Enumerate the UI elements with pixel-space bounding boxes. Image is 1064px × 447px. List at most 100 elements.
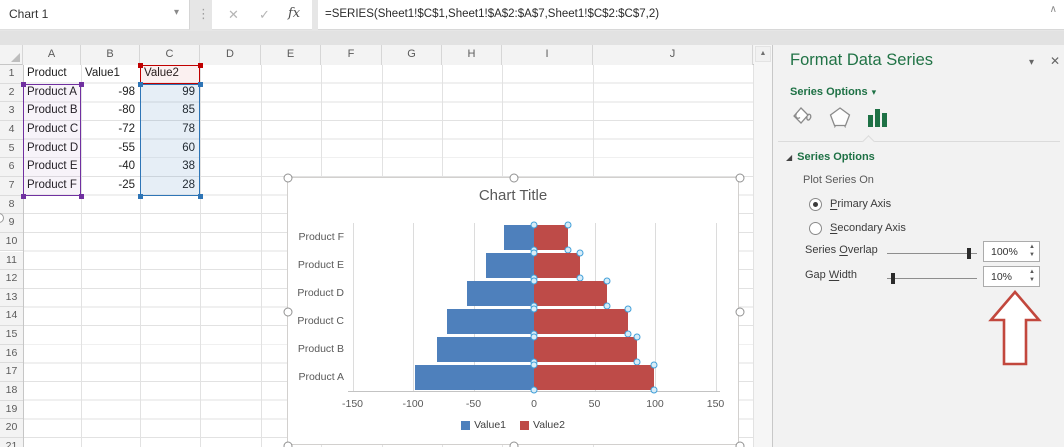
spinner[interactable]: ▲ ▼ — [1029, 268, 1035, 284]
cell-A6[interactable]: Product E — [27, 160, 78, 173]
enter-icon[interactable]: ✓ — [259, 7, 270, 22]
chart-object[interactable]: Chart Title -150 -100 -50 0 50 100 150 Product … — [283, 173, 745, 447]
cell-A4[interactable]: Product C — [27, 122, 79, 135]
cell-A3[interactable]: Product B — [27, 104, 78, 117]
range-fill-handle[interactable] — [198, 81, 203, 87]
chart-selection-handle[interactable] — [735, 307, 745, 317]
bar-value2-product-e[interactable] — [534, 252, 580, 278]
bar-value1-product-e[interactable] — [485, 252, 534, 278]
data-point-handle[interactable] — [650, 386, 658, 393]
bar-value2-product-a[interactable] — [534, 364, 654, 390]
vertical-scrollbar[interactable]: ▲ — [754, 45, 772, 447]
pane-options-dropdown-icon[interactable]: ▾ — [1029, 57, 1035, 68]
cell-B3[interactable]: -80 — [118, 104, 135, 117]
row-header-16[interactable]: 16 — [0, 344, 23, 364]
radio-button[interactable] — [809, 197, 822, 211]
cell-C1[interactable]: Value2 — [144, 67, 179, 79]
row-header-20[interactable]: 20 — [0, 419, 23, 438]
column-header-B[interactable]: B — [81, 45, 140, 65]
pane-close-icon[interactable]: ✕ — [1050, 54, 1061, 68]
range-fill-handle[interactable] — [79, 81, 84, 87]
chart-legend[interactable]: Value1 Value2 — [288, 419, 738, 431]
chart-title[interactable]: Chart Title — [478, 187, 548, 204]
data-point-handle[interactable] — [530, 361, 538, 368]
range-fill-handle[interactable] — [21, 81, 26, 87]
row-header-3[interactable]: 3 — [0, 102, 23, 121]
column-header-G[interactable]: G — [382, 45, 442, 65]
name-box-dropdown-icon[interactable]: ▾ — [173, 7, 179, 18]
radio-button[interactable] — [809, 221, 822, 235]
series-options-section-header[interactable]: ◢ Series Options — [786, 151, 875, 163]
radio-secondary-axis[interactable]: Secondary Axis — [809, 216, 906, 240]
bar-value1-product-a[interactable] — [415, 364, 534, 390]
value-input[interactable]: 10% ▲ ▼ — [983, 266, 1040, 287]
column-header-D[interactable]: D — [200, 45, 261, 65]
series-options-tab[interactable] — [864, 103, 892, 131]
cell-C2[interactable]: 99 — [182, 85, 195, 98]
chart-selection-handle[interactable] — [735, 173, 745, 183]
column-header-J[interactable]: J — [593, 45, 753, 65]
cell-B7[interactable]: -25 — [118, 178, 135, 191]
data-point-handle[interactable] — [530, 333, 538, 340]
row-header-13[interactable]: 13 — [0, 288, 23, 308]
data-point-handle[interactable] — [530, 277, 538, 284]
bar-value1-product-c[interactable] — [446, 308, 534, 334]
spin-up-icon[interactable]: ▲ — [1029, 244, 1035, 250]
range-fill-handle[interactable] — [198, 63, 203, 68]
cell-C4[interactable]: 78 — [182, 122, 195, 135]
cell-C7[interactable]: 28 — [182, 178, 195, 191]
formula-text[interactable]: =SERIES(Sheet1!$C$1,Sheet1!$A$2:$A$7,She… — [325, 8, 660, 20]
row-header-10[interactable]: 10 — [0, 232, 23, 252]
row-header-11[interactable]: 11 — [0, 251, 23, 271]
data-point-handle[interactable] — [530, 249, 538, 256]
row-header-9[interactable]: 9 — [0, 214, 23, 233]
slider-track[interactable] — [887, 273, 977, 284]
row-header-18[interactable]: 18 — [0, 382, 23, 401]
insert-function-icon[interactable]: fx — [288, 6, 301, 21]
cancel-icon[interactable]: ✕ — [228, 7, 239, 22]
range-fill-handle[interactable] — [138, 81, 143, 87]
data-point-handle[interactable] — [530, 305, 538, 312]
bar-value2-product-b[interactable] — [534, 336, 637, 362]
data-point-handle[interactable] — [564, 221, 572, 228]
chart-selection-handle[interactable] — [283, 441, 293, 447]
radio-primary-axis[interactable]: Primary Axis — [809, 192, 906, 216]
range-fill-handle[interactable] — [198, 193, 203, 199]
slider-thumb[interactable] — [891, 273, 896, 284]
bar-value1-product-f[interactable] — [503, 224, 534, 250]
bar-value2-product-d[interactable] — [534, 280, 607, 306]
row-header-4[interactable]: 4 — [0, 120, 23, 140]
column-header-A[interactable]: A — [23, 45, 81, 65]
row-header-7[interactable]: 7 — [0, 176, 23, 196]
fill-line-tab[interactable] — [788, 103, 816, 131]
effects-tab[interactable] — [826, 103, 854, 131]
spin-down-icon[interactable]: ▼ — [1029, 277, 1035, 283]
value-input[interactable]: 100% ▲ ▼ — [983, 241, 1040, 262]
range-fill-handle[interactable] — [138, 193, 143, 199]
legend-item[interactable]: Value1 — [461, 419, 506, 431]
data-point-handle[interactable] — [633, 333, 641, 340]
cell-C3[interactable]: 85 — [182, 104, 195, 117]
slider-thumb[interactable] — [966, 248, 971, 259]
chart-selection-handle[interactable] — [283, 173, 293, 183]
row-header-15[interactable]: 15 — [0, 326, 23, 345]
row-header-19[interactable]: 19 — [0, 400, 23, 420]
legend-item[interactable]: Value2 — [520, 419, 565, 431]
cell-B2[interactable]: -98 — [118, 85, 135, 98]
bar-value1-product-b[interactable] — [437, 336, 534, 362]
column-header-H[interactable]: H — [442, 45, 502, 65]
spin-up-icon[interactable]: ▲ — [1029, 269, 1035, 275]
data-point-handle[interactable] — [624, 305, 632, 312]
range-fill-handle[interactable] — [138, 63, 143, 68]
chart-selection-handle[interactable] — [735, 441, 745, 447]
column-header-F[interactable]: F — [321, 45, 382, 65]
row-header-21[interactable]: 21 — [0, 438, 23, 447]
data-point-handle[interactable] — [530, 386, 538, 393]
data-point-handle[interactable] — [530, 221, 538, 228]
cell-A5[interactable]: Product D — [27, 141, 79, 154]
select-all-button[interactable] — [0, 45, 23, 65]
cell-A1[interactable]: Product — [27, 67, 67, 79]
spinner[interactable]: ▲ ▼ — [1029, 243, 1035, 259]
cell-A2[interactable]: Product A — [27, 85, 77, 98]
chart-selection-handle[interactable] — [283, 307, 293, 317]
